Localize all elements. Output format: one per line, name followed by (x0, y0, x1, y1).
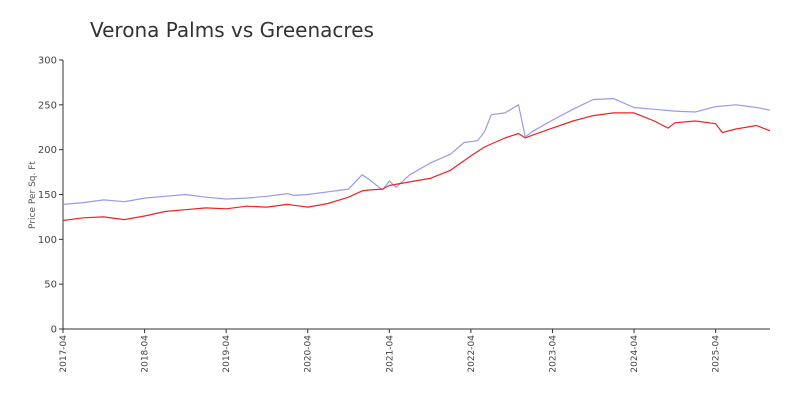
x-tick-label: 2018-04 (141, 335, 151, 373)
y-tick-label: 100 (38, 235, 57, 246)
y-tick-label: 300 (38, 56, 57, 67)
y-tick-label: 0 (51, 325, 57, 336)
series-line-2 (62, 112, 771, 222)
y-axis-label: Price Per Sq. Ft (28, 161, 38, 229)
x-tick-label: 2019-04 (222, 335, 232, 373)
x-tick-label: 2025-04 (712, 335, 722, 373)
y-tick-label: 200 (38, 145, 57, 156)
axes: 0 50 100 150 200 250 300 2017-04 2018-04 2019-04 2… (38, 56, 770, 373)
y-tick-label: 250 (38, 100, 57, 111)
x-tick-label: 2017-04 (59, 335, 69, 373)
chart-title: Verona Palms vs Greenacres (90, 18, 374, 42)
x-tick-label: 2023-04 (548, 335, 558, 373)
x-tick-label: 2021-04 (385, 335, 395, 373)
x-tick-label: 2022-04 (467, 335, 477, 373)
y-tick-label: 50 (44, 280, 57, 291)
series-line-1 (62, 98, 771, 205)
x-tick-label: 2020-04 (304, 335, 314, 373)
x-tick-label: 2024-04 (630, 335, 640, 373)
series-layer (62, 98, 771, 222)
y-tick-label: 150 (38, 190, 57, 201)
